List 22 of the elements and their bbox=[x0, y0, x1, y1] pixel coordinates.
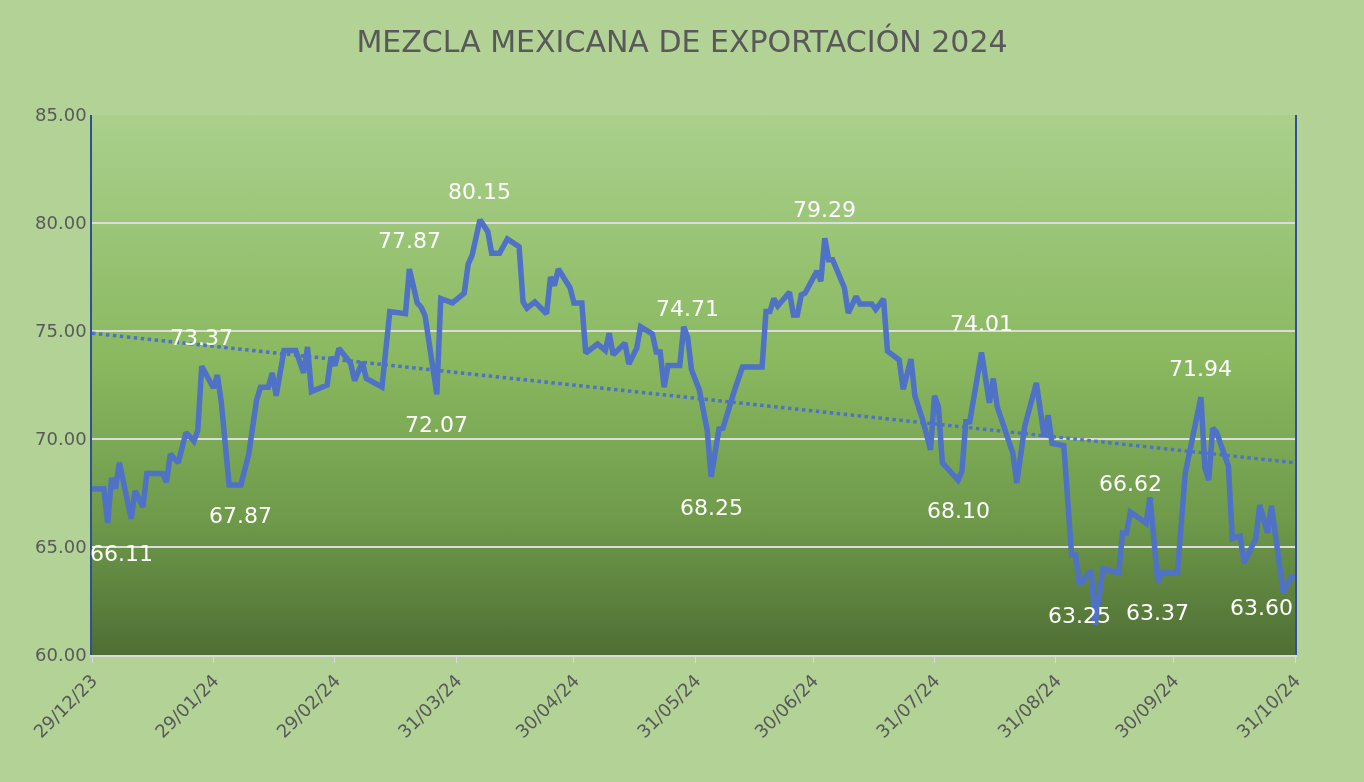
y-tick-label: 85.00 bbox=[35, 104, 87, 126]
annotation: 74.01 bbox=[950, 311, 1013, 336]
annotation: 77.87 bbox=[378, 228, 441, 253]
annotation: 71.94 bbox=[1169, 356, 1232, 381]
y-tick-label: 70.00 bbox=[35, 428, 87, 450]
annotation: 79.29 bbox=[793, 197, 856, 222]
annotation: 74.71 bbox=[656, 296, 719, 321]
annotation: 67.87 bbox=[209, 503, 272, 528]
annotation: 68.10 bbox=[927, 498, 990, 523]
chart-title: MEZCLA MEXICANA DE EXPORTACIÓN 2024 bbox=[356, 23, 1008, 60]
annotation: 68.25 bbox=[680, 495, 743, 520]
annotation: 63.60 bbox=[1230, 595, 1293, 620]
y-tick-label: 75.00 bbox=[35, 320, 87, 342]
annotation: 66.62 bbox=[1099, 471, 1162, 496]
annotation: 73.37 bbox=[170, 325, 233, 350]
annotation: 63.37 bbox=[1126, 600, 1189, 625]
y-tick-label: 65.00 bbox=[35, 536, 87, 558]
annotation: 72.07 bbox=[405, 412, 468, 437]
y-tick-label: 80.00 bbox=[35, 212, 87, 234]
y-tick-label: 60.00 bbox=[35, 644, 87, 666]
annotation: 66.11 bbox=[90, 541, 153, 566]
annotation: 80.15 bbox=[448, 179, 511, 204]
